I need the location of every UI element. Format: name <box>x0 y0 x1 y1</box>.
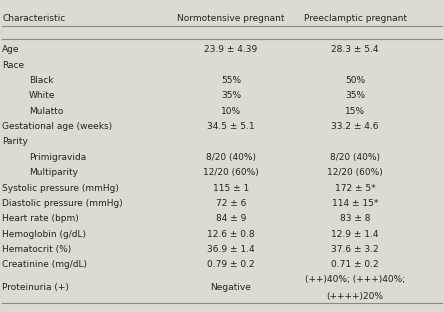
Text: 0.79 ± 0.2: 0.79 ± 0.2 <box>207 260 255 269</box>
Text: 23.9 ± 4.39: 23.9 ± 4.39 <box>204 45 258 54</box>
Text: Negative: Negative <box>210 283 251 292</box>
Text: Gestational age (weeks): Gestational age (weeks) <box>2 122 112 131</box>
Text: Hemoglobin (g/dL): Hemoglobin (g/dL) <box>2 230 86 239</box>
Text: 12.9 ± 1.4: 12.9 ± 1.4 <box>332 230 379 239</box>
Text: 84 ± 9: 84 ± 9 <box>216 214 246 223</box>
Text: Preeclamptic pregnant: Preeclamptic pregnant <box>304 14 407 23</box>
Text: 172 ± 5*: 172 ± 5* <box>335 183 376 193</box>
Text: 33.2 ± 4.6: 33.2 ± 4.6 <box>332 122 379 131</box>
Text: 12.6 ± 0.8: 12.6 ± 0.8 <box>207 230 255 239</box>
Text: 35%: 35% <box>221 91 241 100</box>
Text: Heart rate (bpm): Heart rate (bpm) <box>2 214 79 223</box>
Text: 114 ± 15*: 114 ± 15* <box>332 199 378 208</box>
Text: (++++)20%: (++++)20% <box>327 292 384 301</box>
Text: Diastolic pressure (mmHg): Diastolic pressure (mmHg) <box>2 199 123 208</box>
Text: 37.6 ± 3.2: 37.6 ± 3.2 <box>331 245 379 254</box>
Text: 35%: 35% <box>345 91 365 100</box>
Text: Hematocrit (%): Hematocrit (%) <box>2 245 71 254</box>
Text: Characteristic: Characteristic <box>2 14 65 23</box>
Text: 12/20 (60%): 12/20 (60%) <box>203 168 259 177</box>
Text: Proteinuria (+): Proteinuria (+) <box>2 283 69 292</box>
Text: 72 ± 6: 72 ± 6 <box>216 199 246 208</box>
Text: Primigravida: Primigravida <box>29 153 86 162</box>
Text: Age: Age <box>2 45 20 54</box>
Text: 8/20 (40%): 8/20 (40%) <box>330 153 380 162</box>
Text: White: White <box>29 91 56 100</box>
Text: Race: Race <box>2 61 24 70</box>
Text: (++)40%; (+++)40%;: (++)40%; (+++)40%; <box>305 275 405 284</box>
Text: 115 ± 1: 115 ± 1 <box>213 183 249 193</box>
Text: 28.3 ± 5.4: 28.3 ± 5.4 <box>332 45 379 54</box>
Text: 55%: 55% <box>221 76 241 85</box>
Text: 10%: 10% <box>221 107 241 116</box>
Text: Creatinine (mg/dL): Creatinine (mg/dL) <box>2 260 87 269</box>
Text: 34.5 ± 5.1: 34.5 ± 5.1 <box>207 122 255 131</box>
Text: 0.71 ± 0.2: 0.71 ± 0.2 <box>331 260 379 269</box>
Text: Parity: Parity <box>2 138 28 146</box>
Text: 83 ± 8: 83 ± 8 <box>340 214 370 223</box>
Text: Multiparity: Multiparity <box>29 168 78 177</box>
Text: 36.9 ± 1.4: 36.9 ± 1.4 <box>207 245 255 254</box>
Text: 15%: 15% <box>345 107 365 116</box>
Text: Systolic pressure (mmHg): Systolic pressure (mmHg) <box>2 183 119 193</box>
Text: 8/20 (40%): 8/20 (40%) <box>206 153 256 162</box>
Text: Normotensive pregnant: Normotensive pregnant <box>177 14 285 23</box>
Text: Mulatto: Mulatto <box>29 107 63 116</box>
Text: 12/20 (60%): 12/20 (60%) <box>327 168 383 177</box>
Text: 50%: 50% <box>345 76 365 85</box>
Text: Black: Black <box>29 76 53 85</box>
